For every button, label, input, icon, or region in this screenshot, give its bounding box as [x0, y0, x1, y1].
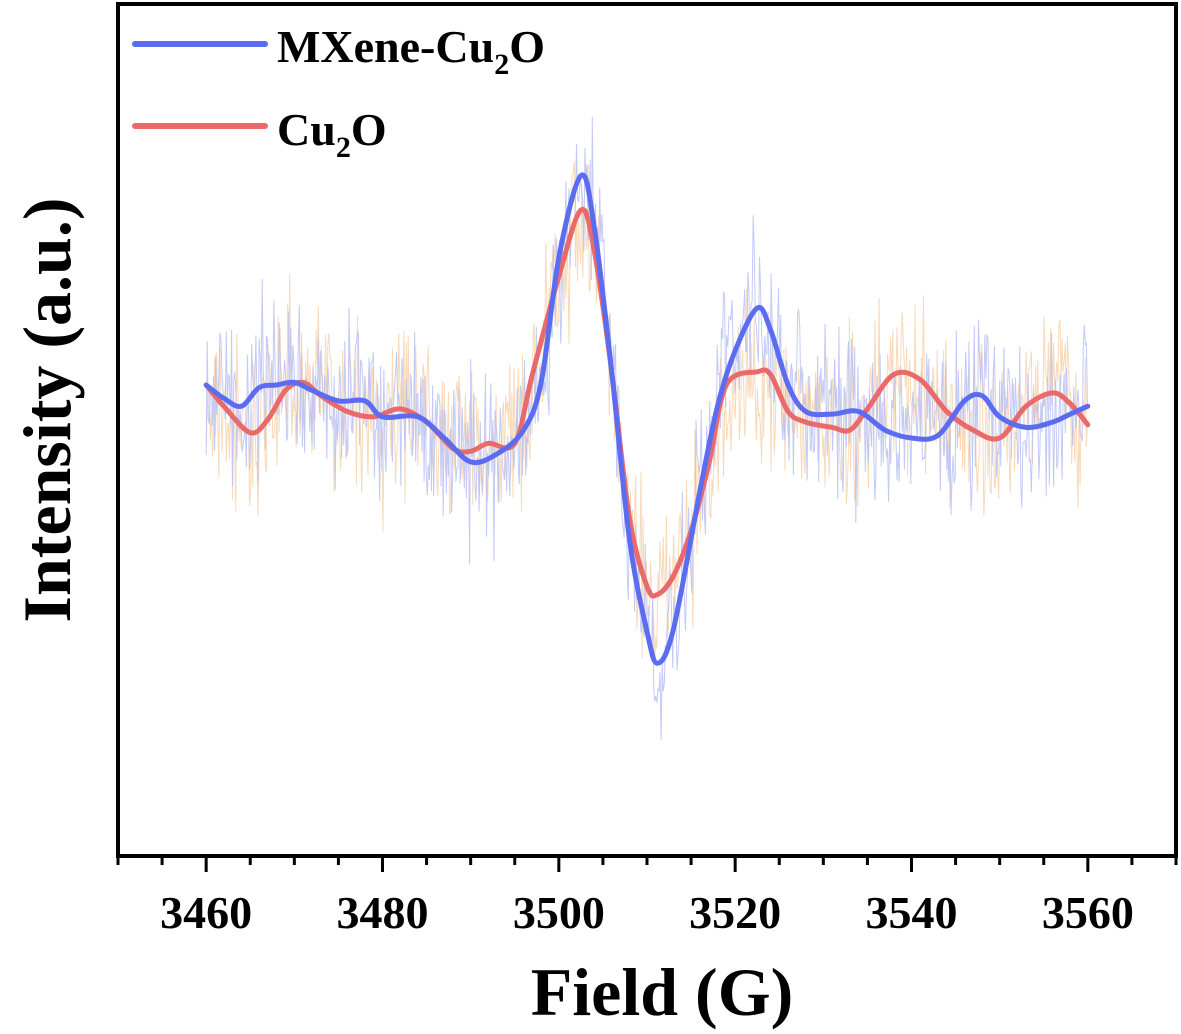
legend-label-mxene-cu2o: MXene-Cu2O [277, 21, 545, 81]
x-tick-label: 3540 [866, 887, 958, 938]
legend-label-cu2o: Cu2O [277, 104, 387, 164]
x-ticks: 3460 3480 3500 3520 3540 3560 [116, 856, 1178, 938]
x-tick-label: 3520 [689, 887, 781, 938]
x-tick-label: 3560 [1042, 887, 1134, 938]
raw-trace-mxene-cu2o [205, 116, 1088, 740]
x-tick-label: 3460 [160, 887, 252, 938]
legend: MXene-Cu2O Cu2O [132, 21, 545, 164]
series-line-cu2o [203, 206, 1091, 599]
x-tick-label: 3500 [513, 887, 605, 938]
series-line-mxene-cu2o [203, 172, 1091, 666]
x-tick-label: 3480 [337, 887, 429, 938]
series-layer [203, 172, 1091, 666]
x-axis-title: Field (G) [531, 954, 794, 1030]
y-axis-title: Intensity (a.u.) [9, 197, 85, 622]
noise-layer [205, 116, 1088, 740]
